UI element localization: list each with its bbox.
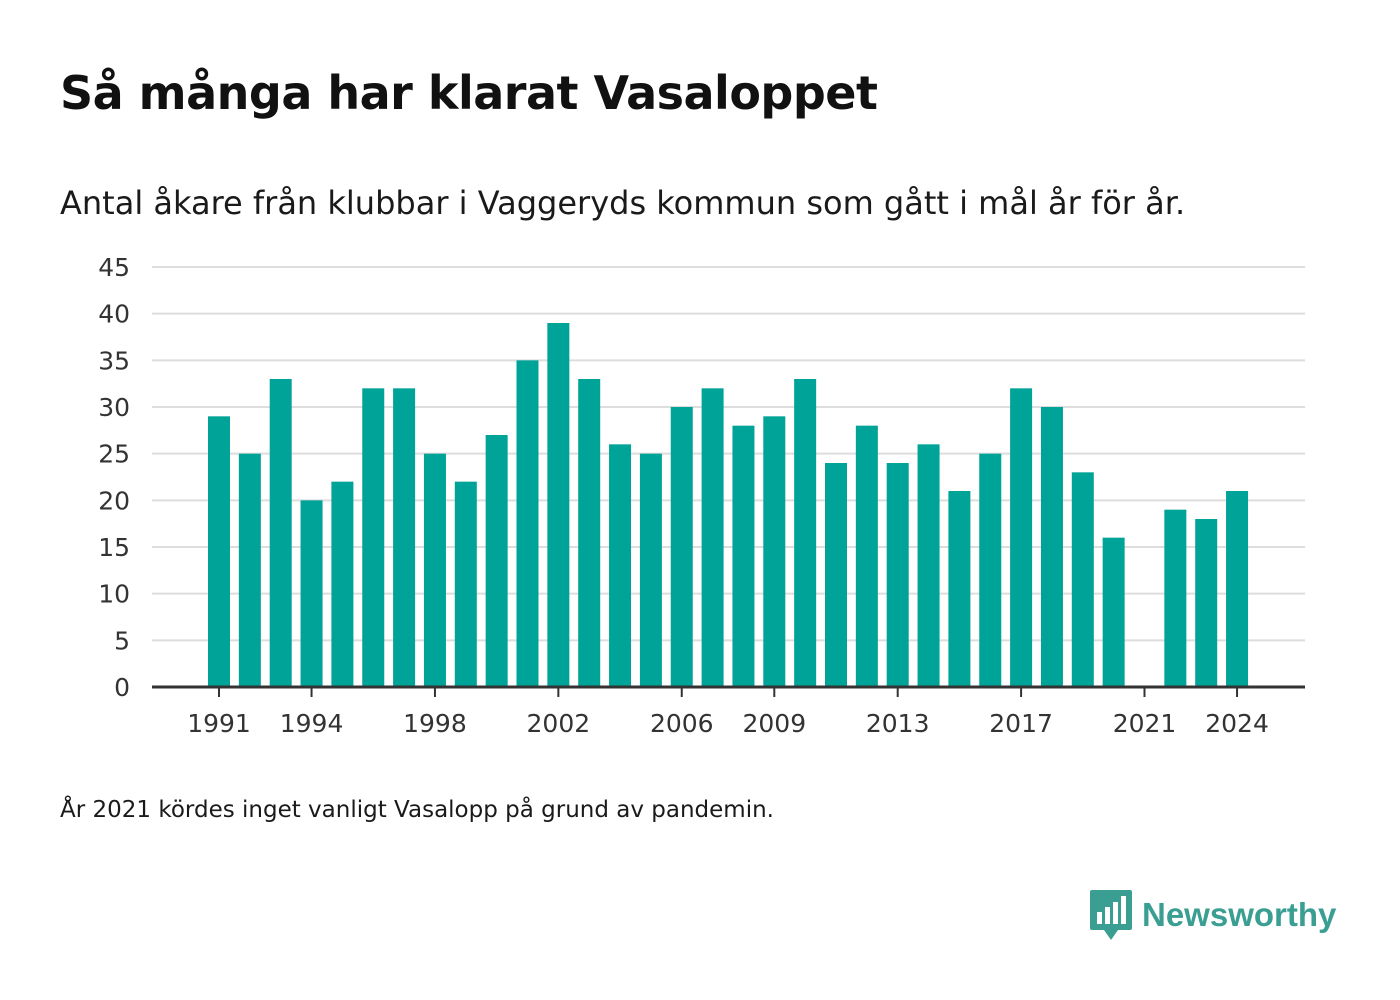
bar-2019: [1071, 472, 1094, 687]
y-tick-label: 30: [98, 393, 130, 422]
y-tick-label: 15: [98, 533, 130, 562]
y-tick-label: 40: [98, 300, 130, 329]
bar-2005: [639, 453, 662, 687]
y-tick-label: 35: [98, 346, 130, 375]
newsworthy-logo-icon: [1090, 890, 1132, 940]
bar-1993: [269, 379, 292, 687]
y-tick-label: 0: [114, 673, 130, 702]
bar-2002: [547, 323, 570, 687]
brand-logo: Newsworthy: [1090, 890, 1336, 940]
y-tick-label: 45: [98, 253, 130, 282]
y-tick-label: 20: [98, 486, 130, 515]
y-axis-labels: 0 5 10 15 20 25 30 35 40 45: [98, 253, 130, 702]
bar-2024: [1226, 491, 1249, 687]
x-tick-label: 2024: [1205, 709, 1269, 738]
bar-2000: [485, 435, 508, 687]
bar-1999: [454, 481, 477, 687]
x-tick-label: 1994: [280, 709, 344, 738]
chart-subtitle: Antal åkare från klubbar i Vaggeryds kom…: [60, 184, 1186, 222]
bar-2018: [1040, 407, 1063, 687]
bars: [208, 323, 1249, 687]
x-tick-label: 2021: [1113, 709, 1177, 738]
bar-2006: [670, 407, 693, 687]
footnote: År 2021 kördes inget vanligt Vasalopp på…: [60, 797, 774, 823]
x-tick-label: 2013: [866, 709, 930, 738]
bar-2012: [855, 425, 878, 687]
bar-2009: [763, 416, 786, 687]
bar-2001: [516, 360, 539, 687]
bar-2011: [825, 463, 847, 687]
bar-chart: 0 5 10 15 20 25 30 35 40 45 1991 1994 1998 2002 2006 2…: [98, 253, 1305, 738]
x-tick-label: 2017: [989, 709, 1053, 738]
x-tick-label: 1998: [403, 709, 467, 738]
bar-1996: [362, 388, 385, 687]
bar-2020: [1102, 537, 1125, 687]
bar-2007: [701, 388, 724, 687]
bar-2015: [948, 491, 971, 687]
bar-2023: [1195, 519, 1218, 687]
x-axis: 1991 1994 1998 2002 2006 2009 2013 2017 2021 2024: [152, 685, 1305, 738]
bar-2013: [886, 463, 909, 687]
bar-1991: [208, 416, 230, 687]
x-tick-label: 1991: [187, 709, 251, 738]
bar-2010: [794, 379, 817, 687]
bar-1995: [331, 481, 354, 687]
bar-2004: [609, 444, 632, 687]
chart-title: Så många har klarat Vasaloppet: [60, 66, 878, 120]
x-tick-label: 2002: [527, 709, 591, 738]
y-tick-label: 10: [98, 580, 130, 609]
bar-2003: [578, 379, 601, 687]
bar-2016: [979, 453, 1002, 687]
bar-1998: [423, 453, 446, 687]
gridlines: [152, 266, 1305, 642]
bar-2014: [917, 444, 940, 687]
y-tick-label: 5: [114, 626, 130, 655]
y-tick-label: 25: [98, 440, 130, 469]
bar-2017: [1010, 388, 1033, 687]
x-tick-label: 2006: [650, 709, 714, 738]
brand-name: Newsworthy: [1142, 896, 1337, 933]
bar-1992: [238, 453, 261, 687]
bar-2008: [732, 425, 755, 687]
bar-2022: [1164, 509, 1187, 687]
x-tick-label: 2009: [742, 709, 806, 738]
bar-1997: [393, 388, 416, 687]
bar-1994: [300, 500, 323, 687]
